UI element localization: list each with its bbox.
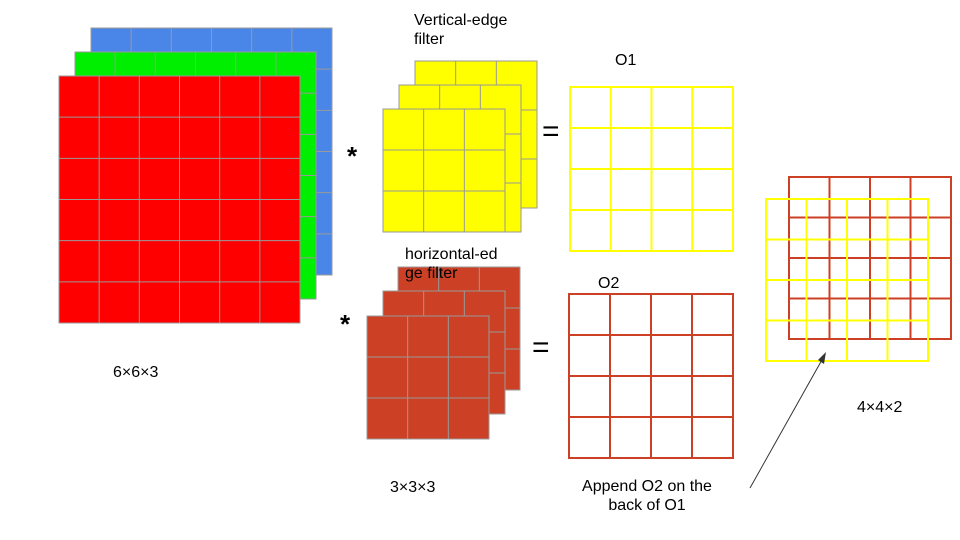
output1-cells (569, 86, 734, 252)
output1-grid (569, 86, 734, 252)
input-size-label: 6×6×3 (113, 364, 159, 381)
convolve-operator-bottom: * (340, 309, 351, 339)
output-size-label: 4×4×2 (857, 399, 903, 416)
vertical-filter-label-line1: Vertical-edge (414, 12, 508, 29)
horizontal-filter-label: horizontal-ed ge filter (405, 245, 498, 283)
stacked-output-volume (765, 176, 952, 362)
append-arrow (749, 352, 826, 489)
input-volume (58, 27, 333, 324)
input-channel-red (58, 75, 301, 324)
horizontal-edge-filter-volume (366, 266, 521, 440)
horizontal-filter-label-line2: ge filter (405, 265, 458, 282)
equals-operator-bottom: = (532, 331, 550, 364)
append-caption-line1: Append O2 on the (582, 478, 712, 495)
horizontal-filter-label-line1: horizontal-ed (405, 246, 498, 263)
output2-grid (568, 293, 734, 459)
append-caption: Append O2 on the back of O1 (562, 477, 732, 515)
vertical-edge-filter-volume (382, 60, 538, 233)
equals-operator-top: = (542, 115, 560, 148)
stacked-output-front-o1 (765, 198, 929, 362)
vertical-filter-label: Vertical-edge filter (414, 11, 507, 49)
output1-label: O1 (615, 52, 637, 69)
vertical-filter-channel-1 (382, 108, 506, 233)
horizontal-filter-channel-1 (366, 315, 490, 440)
filter-size-label: 3×3×3 (390, 479, 436, 496)
output2-label: O2 (598, 275, 620, 292)
vertical-filter-label-line2: filter (414, 31, 445, 48)
stacked-output-back-o2 (788, 176, 952, 340)
convolve-operator-top: * (347, 141, 358, 171)
output2-cells (568, 293, 734, 459)
append-caption-line2: back of O1 (608, 497, 686, 514)
